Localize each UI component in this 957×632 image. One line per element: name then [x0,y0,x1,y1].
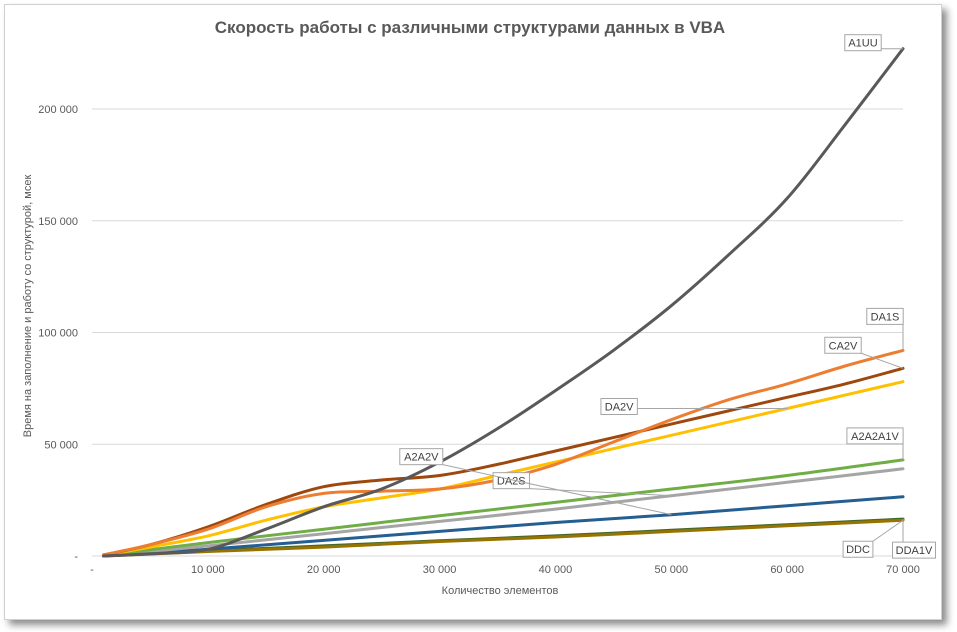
data-label-leader [872,519,904,542]
data-label-text: CA2V [829,340,858,352]
data-label-a2a2a1v: A2A2A1V [846,427,904,460]
data-label-text: DDC [846,544,870,556]
x-tick-label: 20 000 [307,564,341,576]
data-label-a1uu: A1UU [844,34,903,52]
x-tick-label: 40 000 [539,564,573,576]
x-tick-label: - [90,564,94,576]
series-line-a1uu [102,47,905,558]
data-label-text: DDA1V [896,545,933,557]
series-lines [102,47,905,558]
x-axis-ticks: - 10 000 20 000 30 000 40 000 50 000 60 000 70 … [90,564,920,576]
data-label-text: DA1S [871,311,900,323]
data-label-box [866,307,904,325]
series-line-ca2v [102,366,905,557]
data-label-text: DA2V [605,402,634,414]
y-tick-label: 100 000 [38,328,78,340]
data-label-box [824,336,862,354]
data-label-a2a2v: A2A2V [399,448,672,516]
y-axis-label: Время на заполнение и работу со структур… [22,175,34,438]
y-tick-label: 150 000 [38,216,78,228]
data-label-text: A1UU [848,38,877,50]
x-tick-label: 10 000 [191,564,225,576]
data-label-leader [861,352,904,369]
data-label-box [846,427,904,445]
x-tick-label: 30 000 [423,564,457,576]
data-label-leader [529,488,672,497]
gridlines [92,108,903,557]
data-label-ddc: DDC [842,519,904,558]
data-labels: A1UU DA1S CA2V DA2V A2A2A1V DA2S A2A2V DDC DDA1V [399,34,936,559]
data-label-box [842,540,874,558]
data-label-leader [442,464,672,516]
data-label-text: A2A2A1V [851,431,899,443]
series-line-a2a2a1v [102,458,905,558]
data-label-dda1v: DDA1V [892,519,936,559]
data-label-da1s: DA1S [866,307,904,351]
data-label-text: A2A2V [404,452,439,464]
y-axis-ticks: - 50 000 100 000 150 000 200 000 [38,104,78,563]
data-label-ca2v: CA2V [824,336,904,369]
y-tick-label: 50 000 [44,439,78,451]
series-line-da2v [102,380,905,557]
data-label-da2v: DA2V [600,398,788,416]
x-tick-label: 50 000 [654,564,688,576]
y-tick-label: 200 000 [38,104,78,116]
series-line-a2a2v [102,495,905,558]
series-line-ddc [102,518,905,558]
data-label-box [399,448,444,466]
data-label-box [892,541,936,559]
data-label-da2s: DA2S [492,472,672,497]
data-label-box [600,398,638,416]
x-tick-label: 70 000 [886,564,920,576]
data-label-box [844,34,882,52]
data-label-box [492,472,530,490]
y-tick-label: - [74,551,78,563]
x-tick-label: 60 000 [770,564,804,576]
x-axis-label: Количество элементов [442,585,559,597]
data-label-text: DA2S [497,476,526,488]
chart-title: Скорость работы с различными структурами… [215,18,725,37]
